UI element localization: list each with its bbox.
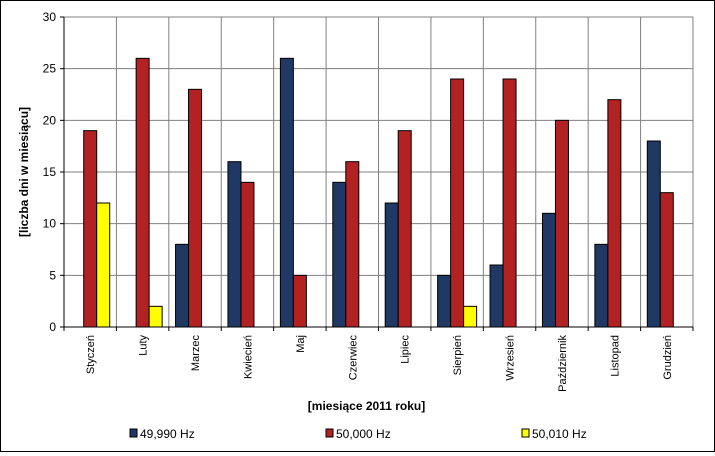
bar [489,264,504,328]
x-tick-label: Październik [557,335,569,392]
legend: 49,990 Hz 50,000 Hz 50,010 Hz [129,427,587,441]
y-tick-label: 30 [43,10,57,24]
x-tick-label: Listopad [609,335,621,377]
bar [437,274,452,328]
bar [594,243,609,328]
y-tick-label: 25 [43,62,57,76]
bar [607,99,622,328]
bars [83,57,674,328]
y-tick-label: 0 [49,320,56,334]
bar [554,119,569,328]
bar [463,305,478,328]
bar [541,212,556,328]
y-axis-ticks: 0 5 10 15 20 25 30 [43,10,64,334]
bar [175,243,190,328]
x-tick-label: Lipiec [400,335,412,364]
x-tick-label: Grudzień [662,335,674,380]
bar [450,78,465,328]
bar [659,192,674,328]
bar [148,305,163,328]
x-tick-label: Wrzesień [505,335,517,381]
bar [83,130,98,328]
x-axis-title: [miesiące 2011 roku] [308,399,425,413]
y-tick-label: 5 [49,268,56,282]
bar [502,78,517,328]
legend-label: 49,990 Hz [140,427,195,441]
x-tick-label: Styczeń [85,335,97,374]
x-tick-label: Maj [295,335,307,353]
bar [332,181,347,328]
bar [397,130,412,328]
legend-swatch [325,428,334,438]
x-tick-label: Czerwiec [347,335,359,381]
legend-label: 50,000 Hz [336,427,391,441]
bar [646,140,661,328]
x-tick-label: Sierpień [452,335,464,375]
legend-swatch [521,428,530,438]
legend-swatch [129,428,138,438]
y-tick-label: 15 [43,165,57,179]
bar [188,88,203,328]
y-tick-label: 20 [43,113,57,127]
bar [384,202,399,328]
x-tick-label: Kwiecień [242,335,254,379]
bar [135,57,150,328]
x-axis-ticks: Styczeń Luty Marzec Kwiecień Maj Czerwiec Lipi… [63,327,694,392]
y-axis-title: [liczba dni w miesiącu] [17,107,31,237]
y-tick-label: 10 [43,217,57,231]
x-tick-label: Luty [138,335,150,356]
legend-label: 50,010 Hz [532,427,587,441]
bar [292,274,307,328]
bar [227,161,242,328]
bar [96,202,111,328]
bar [240,181,255,328]
bar [279,57,294,328]
x-tick-label: Marzec [190,335,202,372]
bar [345,161,360,328]
